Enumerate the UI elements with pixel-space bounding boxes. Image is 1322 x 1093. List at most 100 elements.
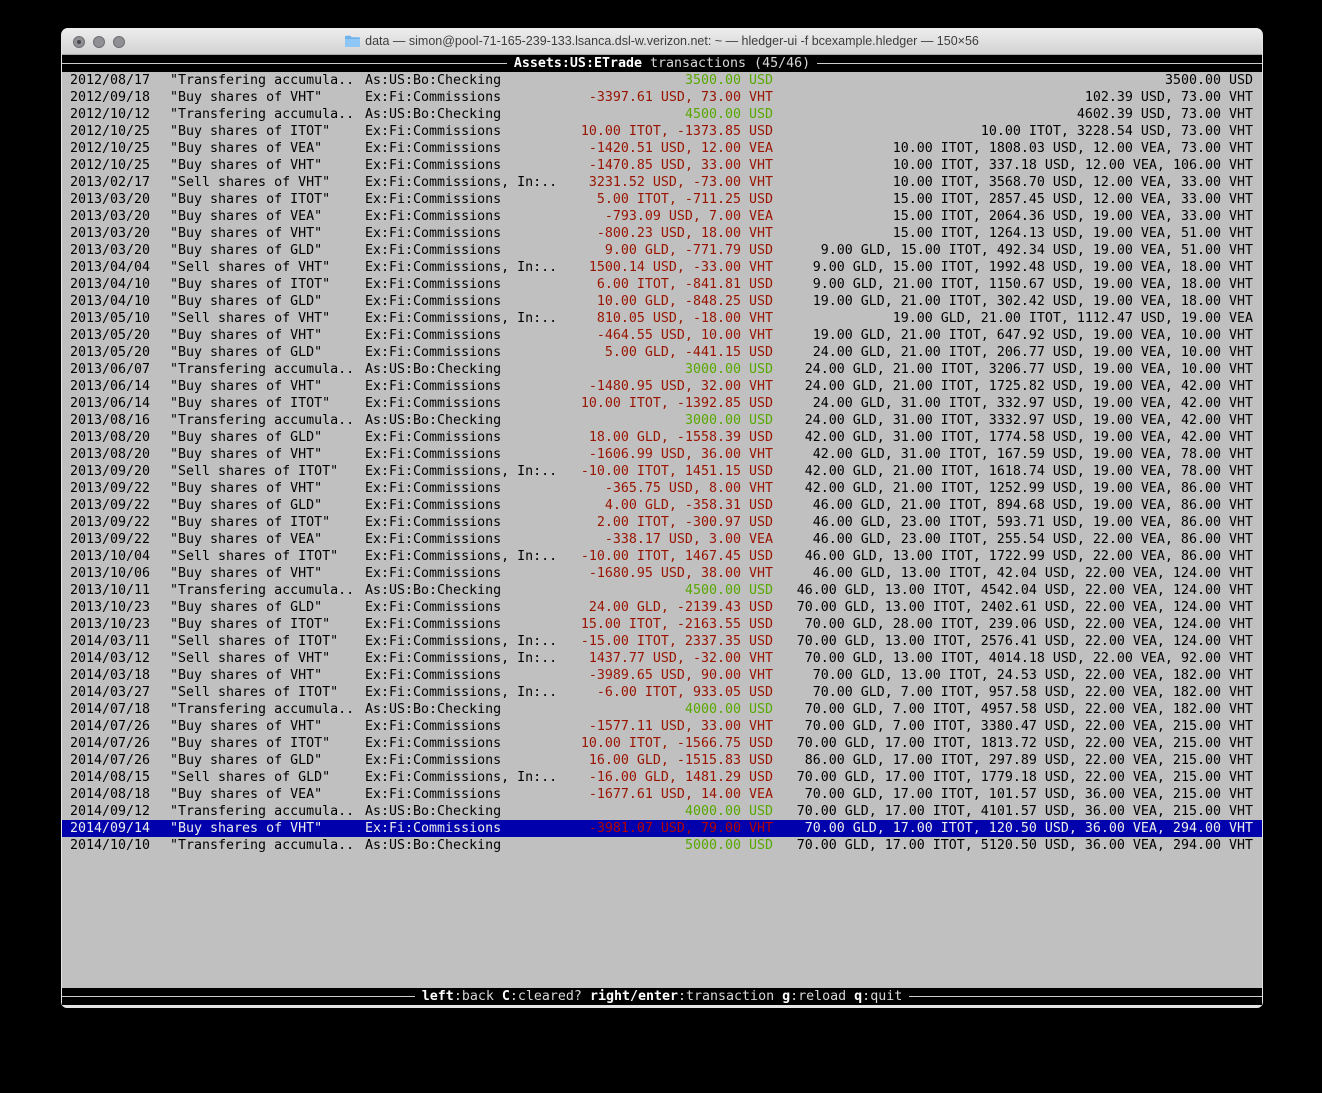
- transaction-row[interactable]: 2014/07/18 "Transfering accumula.. As:US:B…: [62, 701, 1262, 718]
- cell-description: "Buy shares of VHT": [170, 379, 323, 394]
- folder-icon: [345, 35, 361, 47]
- transaction-row[interactable]: 2013/03/20 "Buy shares of VEA" Ex:Fi:Commi…: [62, 208, 1262, 225]
- cell-accounts: Ex:Fi:Commissions, In:..: [365, 634, 558, 649]
- cell-date: 2012/10/12: [70, 107, 151, 122]
- transaction-row[interactable]: 2013/04/10 "Buy shares of GLD" Ex:Fi:Commi…: [62, 293, 1262, 310]
- transaction-row[interactable]: 2013/10/06 "Buy shares of VHT" Ex:Fi:Commi…: [62, 565, 1262, 582]
- cell-amount: 4000.00 USD: [684, 804, 773, 819]
- transaction-row[interactable]: 2014/03/12 "Sell shares of VHT" Ex:Fi:Comm…: [62, 650, 1262, 667]
- transaction-row[interactable]: 2012/10/25 "Buy shares of VHT" Ex:Fi:Commi…: [62, 157, 1262, 174]
- header-rule-left: [62, 63, 507, 64]
- cell-date: 2012/09/18: [70, 90, 151, 105]
- cell-date: 2013/10/23: [70, 617, 151, 632]
- cell-description: "Buy shares of VHT": [170, 158, 323, 173]
- key-hint: g:reload: [782, 989, 847, 1004]
- cell-date: 2013/06/14: [70, 379, 151, 394]
- cell-accounts: Ex:Fi:Commissions: [365, 430, 502, 445]
- key-hint: q:quit: [854, 989, 903, 1004]
- cell-date: 2014/09/12: [70, 804, 151, 819]
- cell-accounts: Ex:Fi:Commissions: [365, 294, 502, 309]
- close-button[interactable]: [73, 35, 85, 48]
- transaction-row[interactable]: 2014/07/26 "Buy shares of GLD" Ex:Fi:Commi…: [62, 752, 1262, 769]
- cell-accounts: Ex:Fi:Commissions: [365, 90, 502, 105]
- transaction-row[interactable]: 2013/06/07 "Transfering accumula.. As:US:B…: [62, 361, 1262, 378]
- transaction-row[interactable]: 2013/10/23 "Buy shares of GLD" Ex:Fi:Commi…: [62, 599, 1262, 616]
- transaction-row[interactable]: 2013/02/17 "Sell shares of VHT" Ex:Fi:Comm…: [62, 174, 1262, 191]
- cell-amount: 2.00 ITOT, -300.97 USD: [596, 515, 773, 530]
- transaction-row[interactable]: 2013/05/10 "Sell shares of VHT" Ex:Fi:Comm…: [62, 310, 1262, 327]
- transaction-row[interactable]: 2014/07/26 "Buy shares of ITOT" Ex:Fi:Comm…: [62, 735, 1262, 752]
- transaction-row[interactable]: 2013/03/20 "Buy shares of GLD" Ex:Fi:Commi…: [62, 242, 1262, 259]
- transaction-row[interactable]: 2013/10/04 "Sell shares of ITOT" Ex:Fi:Com…: [62, 548, 1262, 565]
- transaction-row[interactable]: 2013/05/20 "Buy shares of VHT" Ex:Fi:Commi…: [62, 327, 1262, 344]
- cell-date: 2013/09/22: [70, 498, 151, 513]
- transaction-row[interactable]: 2012/10/25 "Buy shares of VEA" Ex:Fi:Commi…: [62, 140, 1262, 157]
- transaction-row[interactable]: 2012/08/17 "Transfering accumula.. As:US:B…: [62, 72, 1262, 89]
- transaction-row[interactable]: 2013/06/14 "Buy shares of ITOT" Ex:Fi:Comm…: [62, 395, 1262, 412]
- cell-date: 2013/03/20: [70, 226, 151, 241]
- cell-accounts: As:US:Bo:Checking: [365, 362, 502, 377]
- cell-balance: 70.00 GLD, 7.00 ITOT, 4957.58 USD, 22.00…: [804, 702, 1253, 717]
- cell-accounts: Ex:Fi:Commissions, In:..: [365, 311, 558, 326]
- footer-rule-right: [909, 996, 1262, 997]
- transaction-row[interactable]: 2014/03/11 "Sell shares of ITOT" Ex:Fi:Com…: [62, 633, 1262, 650]
- transaction-row[interactable]: 2013/10/23 "Buy shares of ITOT" Ex:Fi:Comm…: [62, 616, 1262, 633]
- transaction-row[interactable]: 2013/06/14 "Buy shares of VHT" Ex:Fi:Commi…: [62, 378, 1262, 395]
- cell-description: "Buy shares of VHT": [170, 566, 323, 581]
- transaction-row[interactable]: 2012/10/12 "Transfering accumula.. As:US:B…: [62, 106, 1262, 123]
- cell-date: 2013/10/23: [70, 600, 151, 615]
- cell-description: "Sell shares of GLD": [170, 770, 331, 785]
- cell-accounts: Ex:Fi:Commissions: [365, 736, 502, 751]
- cell-description: "Sell shares of ITOT": [170, 634, 339, 649]
- transaction-row[interactable]: 2014/08/15 "Sell shares of GLD" Ex:Fi:Comm…: [62, 769, 1262, 786]
- transaction-row[interactable]: 2013/05/20 "Buy shares of GLD" Ex:Fi:Commi…: [62, 344, 1262, 361]
- cell-description: "Transfering accumula..: [170, 583, 355, 598]
- transaction-row[interactable]: 2013/09/22 "Buy shares of VEA" Ex:Fi:Commi…: [62, 531, 1262, 548]
- cell-accounts: Ex:Fi:Commissions: [365, 379, 502, 394]
- cell-description: "Buy shares of ITOT": [170, 617, 331, 632]
- key-action: quit: [870, 989, 903, 1004]
- cell-description: "Transfering accumula..: [170, 73, 355, 88]
- transaction-row[interactable]: 2014/10/10 "Transfering accumula.. As:US:B…: [62, 837, 1262, 854]
- cell-accounts: Ex:Fi:Commissions, In:..: [365, 651, 558, 666]
- cell-amount: 4.00 GLD, -358.31 USD: [604, 498, 773, 513]
- transaction-row[interactable]: 2014/03/18 "Buy shares of VHT" Ex:Fi:Commi…: [62, 667, 1262, 684]
- transaction-row-selected[interactable]: 2014/09/14 "Buy shares of VHT" Ex:Fi:Commi…: [62, 820, 1262, 837]
- cell-description: "Sell shares of ITOT": [170, 549, 339, 564]
- transaction-row[interactable]: 2013/04/10 "Buy shares of ITOT" Ex:Fi:Comm…: [62, 276, 1262, 293]
- transaction-row[interactable]: 2013/09/22 "Buy shares of VHT" Ex:Fi:Commi…: [62, 480, 1262, 497]
- transaction-row[interactable]: 2013/04/04 "Sell shares of VHT" Ex:Fi:Comm…: [62, 259, 1262, 276]
- minimize-button[interactable]: [93, 35, 105, 48]
- cell-description: "Sell shares of VHT": [170, 651, 331, 666]
- transaction-row[interactable]: 2013/03/20 "Buy shares of VHT" Ex:Fi:Commi…: [62, 225, 1262, 242]
- zoom-button[interactable]: [113, 35, 125, 48]
- transaction-row[interactable]: 2014/07/26 "Buy shares of VHT" Ex:Fi:Commi…: [62, 718, 1262, 735]
- cell-balance: 70.00 GLD, 7.00 ITOT, 957.58 USD, 22.00 …: [812, 685, 1253, 700]
- transaction-row[interactable]: 2014/09/12 "Transfering accumula.. As:US:B…: [62, 803, 1262, 820]
- cell-amount: 6.00 ITOT, -841.81 USD: [596, 277, 773, 292]
- cell-description: "Buy shares of ITOT": [170, 277, 331, 292]
- transactions-register: 2012/08/17 "Transfering accumula.. As:US:B…: [62, 72, 1262, 854]
- cell-balance: 24.00 GLD, 31.00 ITOT, 3332.97 USD, 19.0…: [804, 413, 1253, 428]
- cell-amount: -1420.51 USD, 12.00 VEA: [588, 141, 773, 156]
- cell-accounts: Ex:Fi:Commissions, In:..: [365, 464, 558, 479]
- transaction-row[interactable]: 2013/08/20 "Buy shares of GLD" Ex:Fi:Commi…: [62, 429, 1262, 446]
- transaction-row[interactable]: 2014/08/18 "Buy shares of VEA" Ex:Fi:Commi…: [62, 786, 1262, 803]
- cell-accounts: Ex:Fi:Commissions: [365, 753, 502, 768]
- cell-balance: 70.00 GLD, 17.00 ITOT, 120.50 USD, 36.00…: [804, 821, 1253, 836]
- transaction-row[interactable]: 2012/09/18 "Buy shares of VHT" Ex:Fi:Commi…: [62, 89, 1262, 106]
- transaction-row[interactable]: 2013/08/16 "Transfering accumula.. As:US:B…: [62, 412, 1262, 429]
- transaction-row[interactable]: 2014/03/27 "Sell shares of ITOT" Ex:Fi:Com…: [62, 684, 1262, 701]
- transaction-row[interactable]: 2013/08/20 "Buy shares of VHT" Ex:Fi:Commi…: [62, 446, 1262, 463]
- transaction-row[interactable]: 2013/09/20 "Sell shares of ITOT" Ex:Fi:Com…: [62, 463, 1262, 480]
- traffic-lights: [73, 28, 125, 55]
- transaction-row[interactable]: 2012/10/25 "Buy shares of ITOT" Ex:Fi:Comm…: [62, 123, 1262, 140]
- cell-amount: -464.55 USD, 10.00 VHT: [596, 328, 773, 343]
- transaction-row[interactable]: 2013/09/22 "Buy shares of GLD" Ex:Fi:Commi…: [62, 497, 1262, 514]
- transaction-row[interactable]: 2013/03/20 "Buy shares of ITOT" Ex:Fi:Comm…: [62, 191, 1262, 208]
- window-titlebar[interactable]: data — simon@pool-71-165-239-133.lsanca.…: [62, 28, 1262, 55]
- transaction-row[interactable]: 2013/09/22 "Buy shares of ITOT" Ex:Fi:Comm…: [62, 514, 1262, 531]
- transaction-row[interactable]: 2013/10/11 "Transfering accumula.. As:US:B…: [62, 582, 1262, 599]
- cell-balance: 10.00 ITOT, 1808.03 USD, 12.00 VEA, 73.0…: [892, 141, 1253, 156]
- cell-description: "Buy shares of ITOT": [170, 396, 331, 411]
